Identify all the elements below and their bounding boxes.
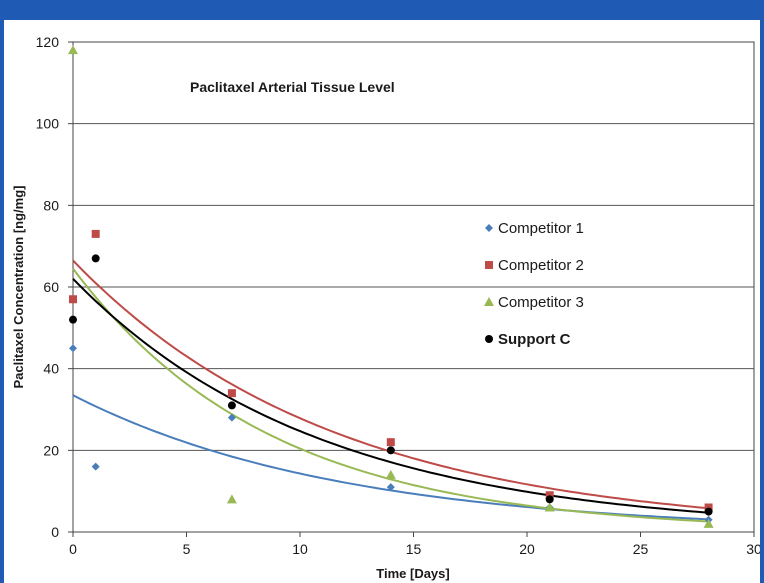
data-point-series-1	[69, 344, 77, 353]
chart-title: Paclitaxel Arterial Tissue Level	[190, 79, 395, 95]
y-tick-label: 40	[43, 361, 59, 377]
data-point-series-2	[386, 438, 395, 447]
x-tick-label: 30	[746, 541, 760, 557]
data-point-series-2	[69, 295, 77, 304]
x-tick-label: 0	[69, 541, 77, 557]
data-point-series-2	[227, 389, 236, 398]
legend: Competitor 1 Competitor 2 Competitor 3 Supp…	[484, 220, 584, 348]
y-tick-label: 60	[43, 279, 59, 295]
trend-line-3	[72, 267, 709, 523]
x-tick-labels: 0 5 10 15 20 25 30	[69, 532, 760, 557]
data-point-series-4	[545, 495, 554, 504]
data-point-series-4	[704, 507, 713, 516]
x-tick-label: 15	[406, 541, 422, 557]
chart-panel: 0 5 10 15 20 25 30 0 20 40 60 80 100 120 Paclitaxel …	[4, 20, 760, 583]
data-point-series-4	[91, 254, 100, 263]
legend-label-2: Competitor 2	[498, 257, 584, 274]
y-tick-labels: 0 20 40 60 80 100 120	[36, 34, 73, 540]
legend-marker-1	[485, 224, 493, 232]
data-point-series-4	[69, 315, 77, 324]
y-tick-label: 80	[43, 197, 59, 213]
y-tick-label: 120	[36, 34, 60, 50]
data-point-series-3	[226, 494, 237, 504]
data-point-series-3	[703, 518, 714, 528]
data-point-series-1	[227, 413, 236, 422]
legend-marker-4	[485, 335, 493, 343]
paclitaxel-chart: 0 5 10 15 20 25 30 0 20 40 60 80 100 120 Paclitaxel …	[11, 34, 760, 581]
trend-line-4	[72, 278, 709, 514]
x-axis-label: Time [Days]	[376, 566, 449, 581]
data-point-series-1	[91, 462, 100, 471]
y-axis-label: Paclitaxel Concentration [ng/mg]	[11, 186, 26, 389]
y-tick-label: 0	[51, 524, 59, 540]
legend-label-4: Support C	[498, 331, 571, 348]
data-point-series-1	[386, 483, 395, 492]
data-point-series-3	[385, 469, 396, 479]
legend-label-1: Competitor 1	[498, 220, 584, 237]
legend-marker-3	[484, 297, 494, 306]
data-point-series-2	[545, 491, 554, 500]
data-point-series-2	[91, 229, 100, 238]
x-tick-label: 25	[633, 541, 649, 557]
legend-marker-2	[485, 261, 493, 269]
data-point-series-3	[68, 45, 78, 55]
y-tick-label: 20	[43, 442, 59, 458]
legend-label-3: Competitor 3	[498, 294, 584, 311]
data-points	[68, 45, 714, 528]
y-tick-label: 100	[36, 116, 60, 132]
x-tick-label: 10	[292, 541, 308, 557]
x-tick-label: 5	[183, 541, 191, 557]
gridlines	[73, 123, 754, 451]
data-point-series-4	[227, 401, 236, 410]
data-point-series-4	[386, 446, 395, 455]
x-tick-label: 20	[519, 541, 535, 557]
data-point-series-3	[544, 502, 555, 512]
data-point-series-2	[704, 503, 713, 512]
